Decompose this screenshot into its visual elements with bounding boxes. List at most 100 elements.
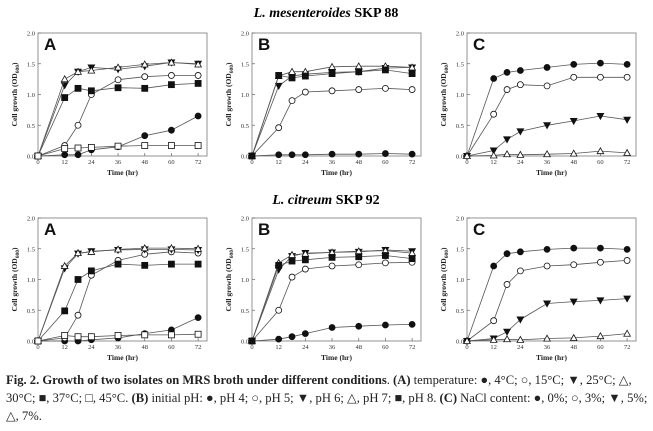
y-axis-label: Cell growth (OD600) xyxy=(10,62,21,126)
open-circle-marker xyxy=(328,262,336,270)
series-line xyxy=(251,87,413,157)
filled-circle-marker xyxy=(490,75,498,82)
filled-triangle-down-marker xyxy=(516,128,525,136)
series-line xyxy=(37,62,199,157)
filled-circle-marker xyxy=(516,248,524,256)
filled-triangle-down-marker xyxy=(543,300,552,308)
open-circle-marker xyxy=(623,73,631,81)
series-ph-7 xyxy=(248,62,417,160)
filled-circle-marker xyxy=(382,321,389,329)
x-tick-label: 60 xyxy=(168,344,175,351)
open-triangle-up-marker xyxy=(114,245,123,253)
filled-circle-marker xyxy=(503,68,511,76)
filled-circle-marker xyxy=(275,335,283,343)
open-circle-marker xyxy=(74,311,82,319)
group-title: L. mesenteroides SKP 88 xyxy=(253,6,399,21)
x-tick-label: 24 xyxy=(517,159,524,166)
open-circle-marker xyxy=(543,82,551,90)
open-circle-marker xyxy=(490,317,498,325)
x-tick-label: 24 xyxy=(88,344,95,351)
filled-square-marker xyxy=(288,257,296,265)
open-square-marker xyxy=(141,331,149,339)
open-triangle-up-marker xyxy=(140,244,149,252)
y-tick-label: 0.0 xyxy=(27,339,35,346)
chart-panel-a: A 0.0 0.5 1.0 1.5 2.0 0 12 24 36 48 60 72 Time (hr) Ce… xyxy=(10,31,208,177)
x-tick-label: 72 xyxy=(624,344,631,351)
series-line xyxy=(466,260,628,342)
open-circle-marker xyxy=(623,257,631,264)
open-triangle-up-marker xyxy=(543,334,552,342)
caption-segment: initial pH: ●, pH 4; ○, pH 5; ▼, pH 6; △… xyxy=(148,391,440,405)
open-triangle-up-marker xyxy=(194,60,203,68)
open-triangle-up-marker xyxy=(623,148,632,156)
x-tick-label: 12 xyxy=(490,344,497,351)
figure: L. mesenteroides SKP 88 L. citreum SKP 92… xyxy=(10,6,637,362)
filled-circle-marker xyxy=(141,132,149,140)
open-circle-marker xyxy=(503,281,511,288)
open-circle-marker xyxy=(503,86,511,93)
x-tick-label: 36 xyxy=(329,344,336,351)
x-tick-label: 48 xyxy=(355,159,362,166)
series-ph-4 xyxy=(248,320,416,345)
filled-square-marker xyxy=(328,70,336,77)
y-axis-label: Cell growth (OD600) xyxy=(439,247,450,311)
open-circle-marker xyxy=(141,73,149,81)
y-tick-label: 1.0 xyxy=(27,277,35,284)
filled-circle-marker xyxy=(503,250,511,258)
filled-triangle-down-marker xyxy=(543,122,552,130)
x-tick-label: 24 xyxy=(517,344,524,351)
open-triangle-up-marker xyxy=(301,249,310,257)
y-axis-label: Cell growth (OD600) xyxy=(224,62,235,126)
chart-panel-b: B 0.0 0.5 1.0 1.5 2.0 0 12 24 36 48 60 72 Time (hr) Ce… xyxy=(224,31,422,177)
y-tick-label: 2.0 xyxy=(456,31,464,38)
filled-circle-marker xyxy=(408,150,416,158)
filled-square-marker xyxy=(275,261,283,269)
y-tick-label: 1.0 xyxy=(27,92,35,99)
filled-square-marker xyxy=(61,307,69,315)
x-tick-label: 24 xyxy=(302,344,309,351)
y-tick-label: 1.5 xyxy=(456,61,464,68)
y-tick-label: 0.5 xyxy=(456,308,464,315)
open-triangle-up-marker xyxy=(516,150,525,158)
filled-square-marker xyxy=(114,260,122,268)
chart-panel-a: A 0.0 0.5 1.0 1.5 2.0 0 12 24 36 48 60 72 Time (hr) Ce… xyxy=(10,216,208,362)
series-0- xyxy=(463,59,631,160)
open-triangle-up-marker xyxy=(87,66,96,74)
series-line xyxy=(466,150,628,157)
open-circle-marker xyxy=(570,73,578,81)
open-circle-marker xyxy=(114,76,122,84)
open-triangle-up-marker xyxy=(74,67,83,75)
x-axis-label: Time (hr) xyxy=(321,353,352,362)
open-square-marker xyxy=(194,142,202,149)
open-triangle-up-marker xyxy=(60,75,69,83)
filled-square-marker xyxy=(382,252,389,259)
filled-square-marker xyxy=(87,87,95,95)
figure-caption: Fig. 2. Growth of two isolates on MRS br… xyxy=(6,371,651,425)
filled-circle-marker xyxy=(408,320,416,328)
series-ph-5 xyxy=(248,84,416,160)
open-square-marker xyxy=(168,142,175,149)
open-circle-marker xyxy=(275,124,283,132)
open-triangle-up-marker xyxy=(408,63,417,71)
filled-square-marker xyxy=(61,94,69,101)
filled-triangle-down-marker xyxy=(516,316,525,324)
filled-square-marker xyxy=(74,276,82,283)
x-axis-label: Time (hr) xyxy=(536,168,567,177)
caption-segment: NaCl content: ●, 0%; ○, 3%; ▼, 5%; △, 7%… xyxy=(6,391,648,423)
x-tick-label: 12 xyxy=(275,159,282,166)
filled-triangle-down-marker xyxy=(623,295,632,303)
panel-letter: A xyxy=(44,35,56,54)
filled-square-marker xyxy=(74,84,82,92)
series-ph-5 xyxy=(248,258,416,345)
open-circle-marker xyxy=(382,259,389,267)
y-tick-label: 2.0 xyxy=(241,216,249,223)
series-line xyxy=(37,75,199,157)
open-triangle-up-marker xyxy=(543,150,552,158)
open-square-marker xyxy=(194,330,202,338)
y-tick-label: 0.5 xyxy=(27,308,35,315)
filled-square-marker xyxy=(328,253,336,261)
open-triangle-up-marker xyxy=(87,247,96,255)
x-tick-label: 36 xyxy=(544,344,551,351)
filled-circle-marker xyxy=(623,245,631,253)
open-triangle-up-marker xyxy=(516,335,525,343)
